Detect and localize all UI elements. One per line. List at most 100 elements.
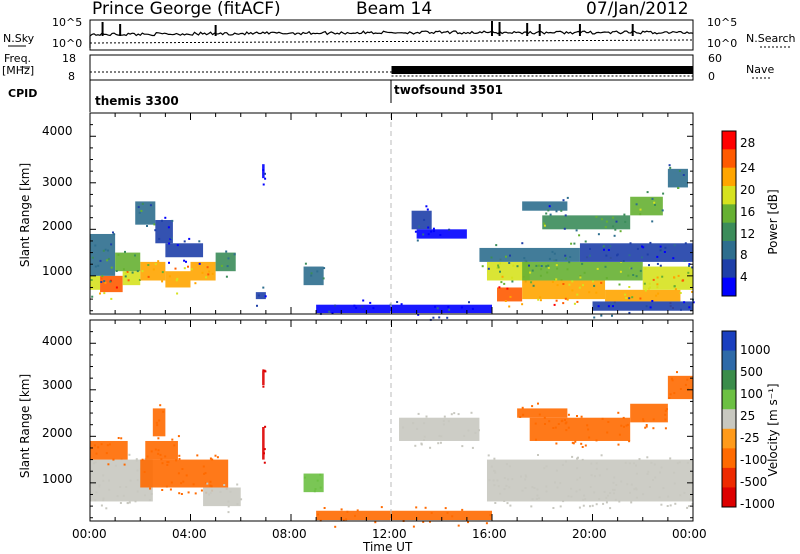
vel-speckle <box>536 494 539 497</box>
power-speckle <box>205 276 207 279</box>
vel-speckle <box>575 490 578 493</box>
power-speckle <box>490 256 493 259</box>
vel-speckle <box>95 491 98 494</box>
vel-speckle <box>92 462 95 465</box>
vel-cell-5 <box>203 487 241 507</box>
vel-speckle <box>161 462 164 465</box>
vel-speckle <box>429 446 432 449</box>
power-speckle <box>496 267 499 269</box>
vel-speckle <box>170 481 173 484</box>
vel-speckle <box>346 510 349 513</box>
power-speckle <box>628 286 631 288</box>
power-speckle <box>256 304 258 307</box>
power-speckle <box>322 277 325 280</box>
vel-speckle <box>628 440 631 443</box>
power-speckle <box>264 295 267 298</box>
power-speckle <box>678 170 681 172</box>
vel-speckle <box>128 453 131 456</box>
power-speckle <box>447 305 450 308</box>
power-speckle <box>624 293 627 296</box>
power-speckle <box>578 234 581 237</box>
vel-speckle <box>474 431 477 434</box>
vel-speckle <box>620 480 623 483</box>
power-speckle <box>103 292 106 295</box>
power-speckle <box>353 304 356 307</box>
power-speckle <box>432 227 435 230</box>
vel-speckle <box>609 492 612 494</box>
vel-speckle <box>584 498 587 501</box>
vel-speckle <box>323 507 326 509</box>
power-speckle <box>136 270 139 273</box>
nsky-label: N.Sky <box>3 32 35 45</box>
power-speckle <box>434 305 436 308</box>
vel-speckle <box>493 484 496 487</box>
vel-speckle <box>148 499 151 502</box>
vel-speckle <box>605 496 608 499</box>
power-speckle <box>629 242 632 245</box>
vel-speckle <box>690 481 693 484</box>
power-speckle <box>497 264 500 267</box>
power-speckle <box>691 266 694 269</box>
vel-cb-tick-500: 500 <box>740 365 763 379</box>
vel-speckle <box>496 479 499 482</box>
vel-speckle <box>114 464 117 467</box>
vel-speckle <box>659 471 661 474</box>
vel-speckle <box>644 426 647 429</box>
power-speckle <box>600 314 603 317</box>
power-speckle <box>566 298 569 301</box>
vel-speckle <box>674 502 677 505</box>
power-speckle <box>628 254 631 257</box>
power-cb-swatch <box>722 277 736 297</box>
power-speckle <box>362 299 365 302</box>
power-speckle <box>198 262 201 265</box>
power-speckle <box>656 283 659 286</box>
vel-speckle <box>520 475 522 478</box>
power-speckle <box>94 244 97 247</box>
power-speckle <box>396 301 399 303</box>
power-speckle <box>581 262 584 265</box>
vel-speckle <box>314 488 317 491</box>
date-title: 07/Jan/2012 <box>586 0 689 19</box>
power-speckle <box>625 297 628 299</box>
power-speckle <box>331 312 334 315</box>
vel-speckle <box>679 388 682 390</box>
nsearch-tick-bottom: 10^0 <box>707 37 738 50</box>
power-speckle <box>432 316 435 319</box>
power-speckle <box>548 257 551 260</box>
vel-speckle <box>561 463 564 466</box>
power-speckle <box>648 282 651 285</box>
vel-speckle <box>136 469 139 472</box>
freq-tick-top: 18 <box>62 52 76 65</box>
power-speckle <box>102 249 105 252</box>
vel-speckle <box>166 461 169 464</box>
velocity-ytick-1000: 1000 <box>42 472 73 486</box>
power-speckle <box>531 269 534 272</box>
power-cell-10 <box>155 220 173 244</box>
velocity-cb-swatch <box>722 467 736 488</box>
power-cell-27 <box>667 168 688 188</box>
vel-speckle <box>567 413 570 416</box>
vel-speckle <box>588 436 591 439</box>
power-speckle <box>149 204 152 207</box>
power-speckle <box>611 303 614 306</box>
vel-speckle <box>105 452 108 455</box>
vel-speckle <box>607 494 609 497</box>
vel-speckle <box>492 479 495 482</box>
power-speckle <box>112 231 114 234</box>
power-speckle <box>604 226 607 229</box>
vel-speckle <box>100 443 103 446</box>
vel-speckle <box>263 448 266 451</box>
power-speckle <box>512 264 515 267</box>
power-speckle <box>537 264 540 267</box>
velocity-cb-frame <box>721 330 737 508</box>
power-speckle <box>615 220 618 223</box>
power-speckle <box>547 264 550 267</box>
power-speckle <box>361 305 364 308</box>
power-speckle <box>131 271 134 274</box>
power-speckle <box>619 230 622 233</box>
vel-speckle <box>503 477 506 479</box>
vel-speckle <box>521 489 524 492</box>
velocity-ytick-3000: 3000 <box>42 378 73 392</box>
vel-speckle <box>149 487 152 490</box>
power-cell-0 <box>90 275 101 290</box>
